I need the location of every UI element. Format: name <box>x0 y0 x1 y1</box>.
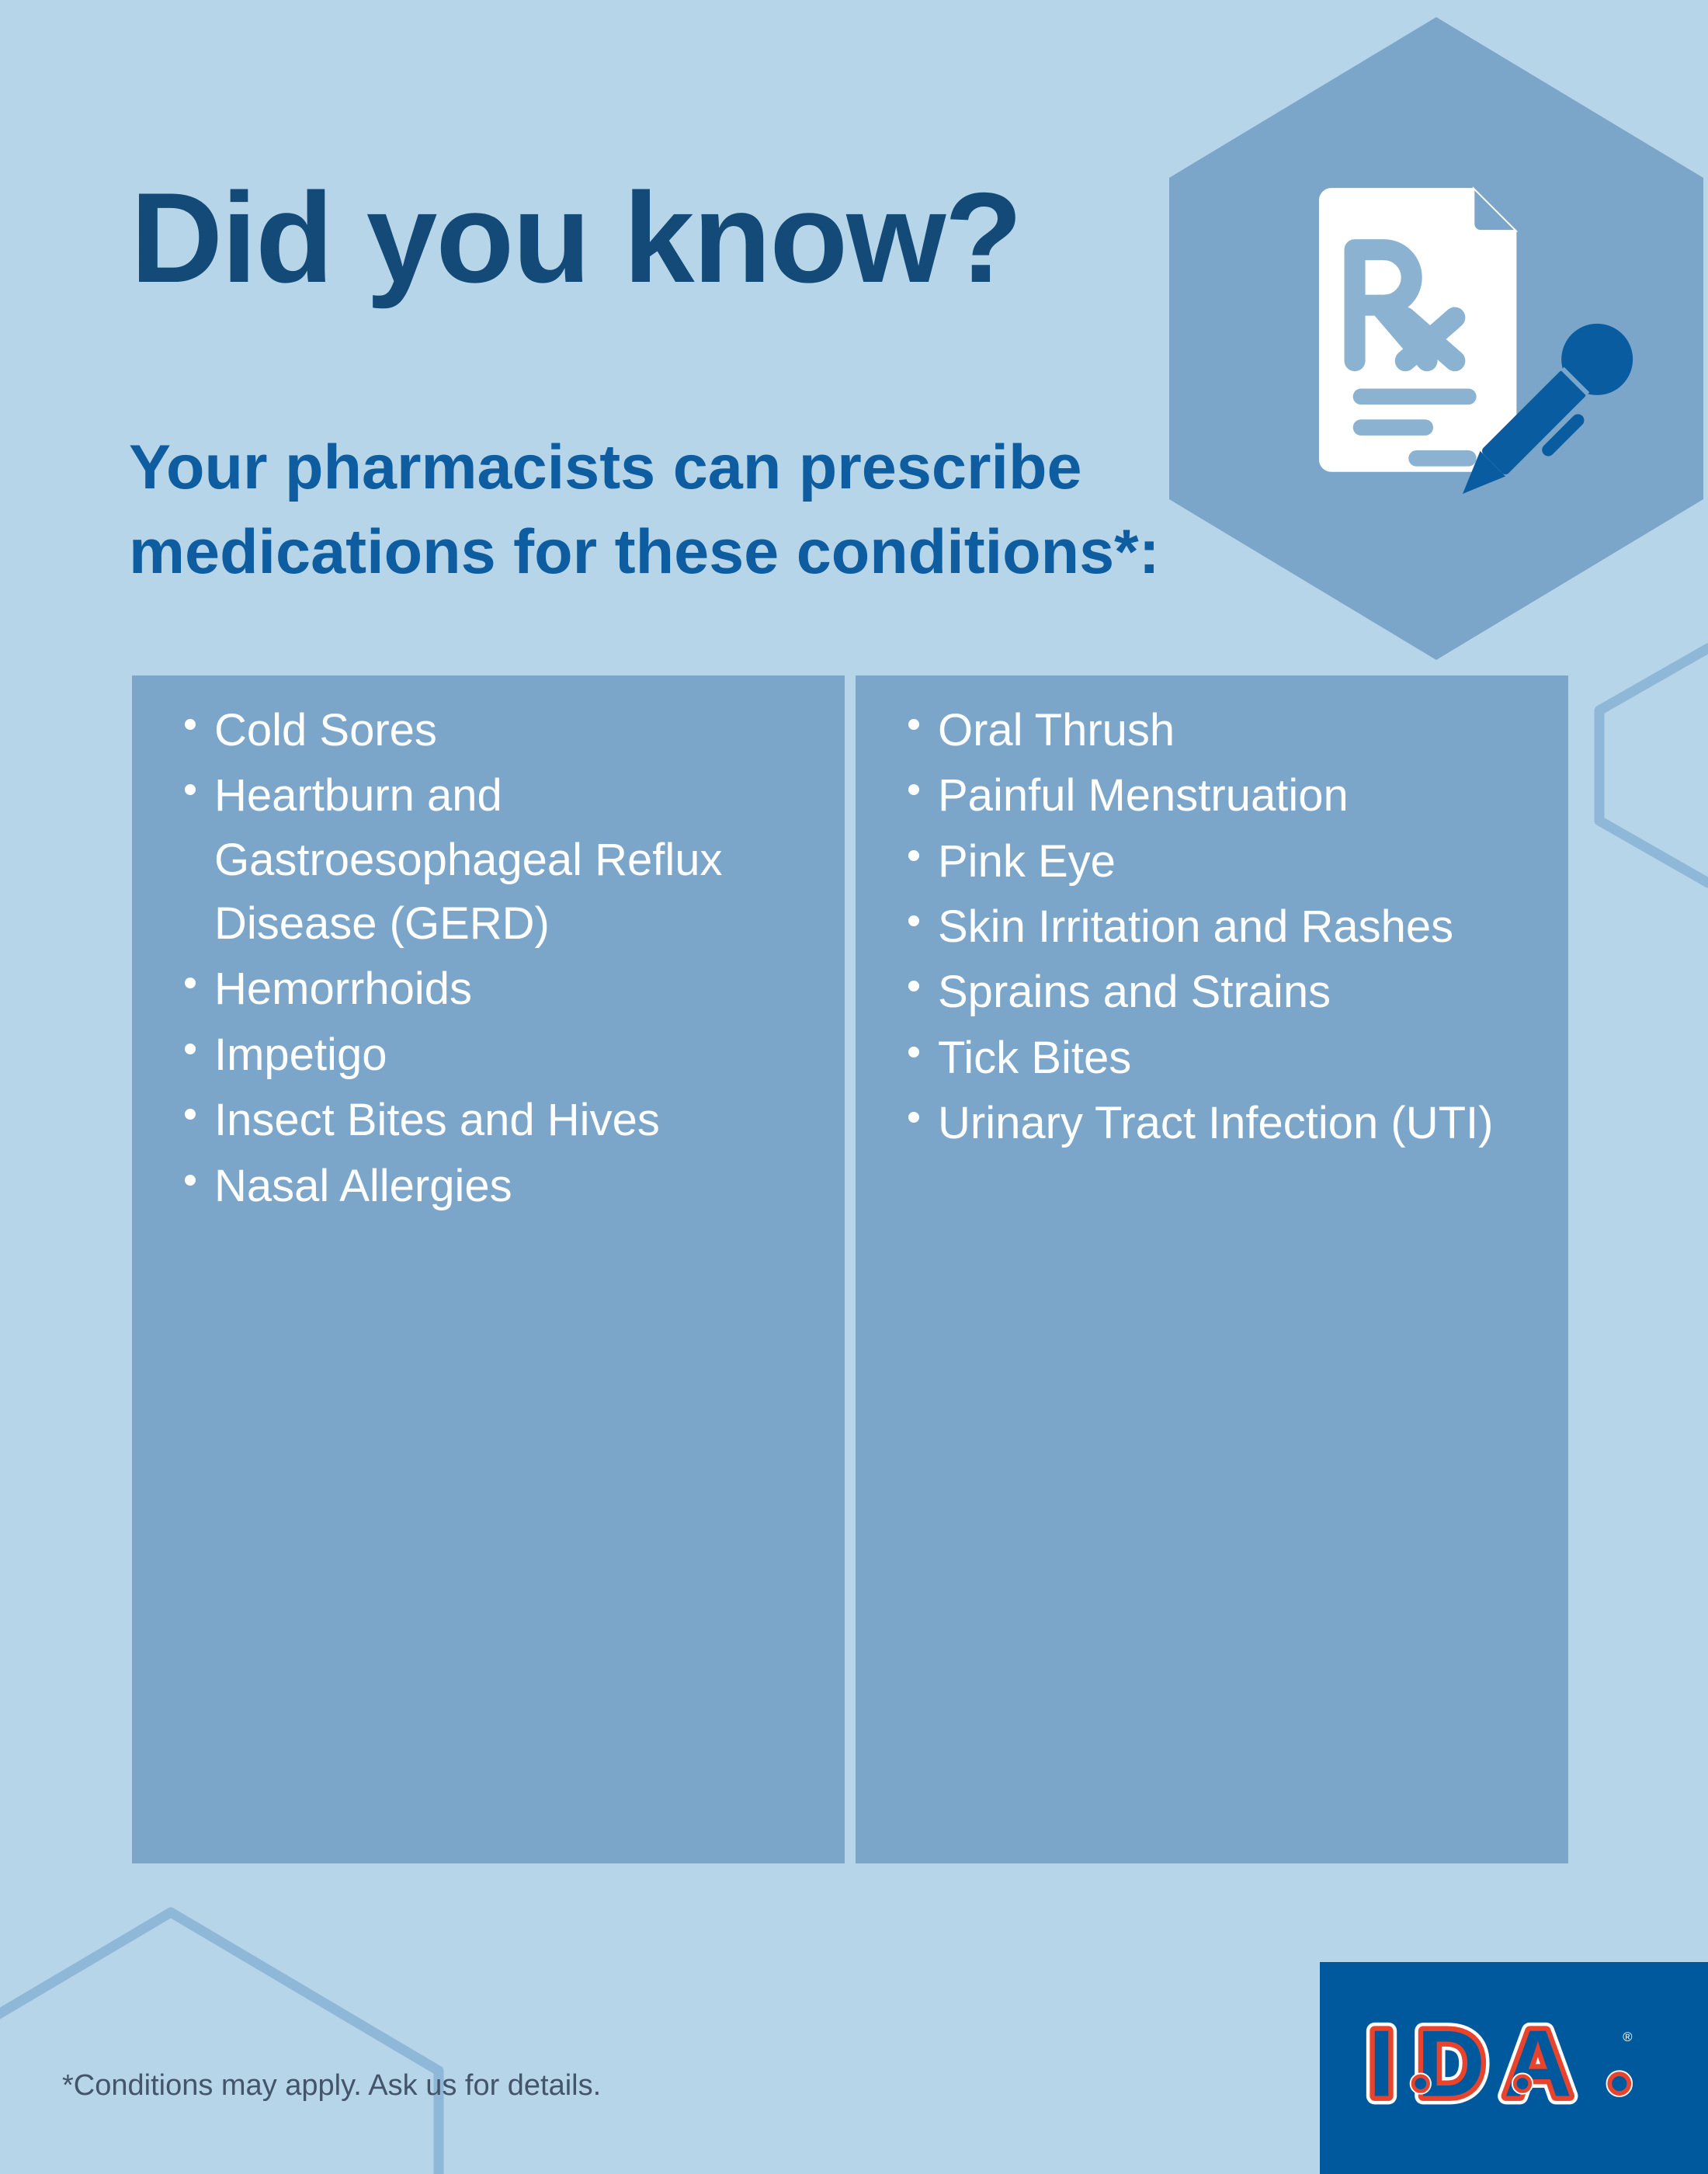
svg-text:I D A: I D A <box>1369 2014 1571 2113</box>
svg-text:®: ® <box>1623 2030 1632 2044</box>
